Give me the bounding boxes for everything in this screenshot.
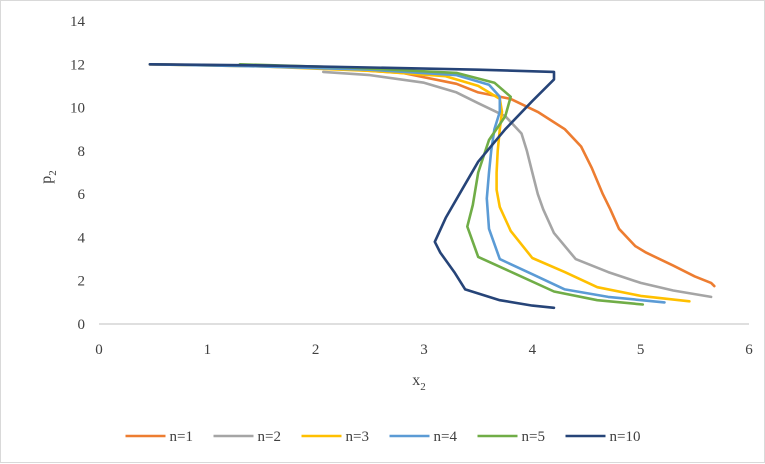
series-line-2 xyxy=(321,70,713,299)
x-tick-label: 5 xyxy=(637,342,645,358)
legend-item: n=1 xyxy=(125,429,193,445)
legend: n=1 n=2 n=3 n=4 n=5 n=10 xyxy=(125,429,641,445)
x-tick-label: 2 xyxy=(312,342,320,358)
series-line-6 xyxy=(148,62,556,310)
x-tick-label: 6 xyxy=(745,342,753,358)
x-tick-label: 4 xyxy=(529,342,537,358)
y-tick-label: 10 xyxy=(70,101,85,117)
legend-label: n=4 xyxy=(434,429,458,445)
legend-item: n=2 xyxy=(213,429,281,445)
y-tick-label: 4 xyxy=(78,230,86,246)
x-tick-label: 0 xyxy=(95,342,103,358)
legend-label: n=3 xyxy=(346,429,369,445)
x-axis-label-subscript: 2 xyxy=(420,381,426,393)
x-tick-label: 1 xyxy=(204,342,212,358)
y-tick-label: 14 xyxy=(70,14,86,30)
x-tick-labels: 0 1 2 3 4 5 6 xyxy=(95,342,753,358)
x-tick-label: 3 xyxy=(420,342,428,358)
legend-label: n=2 xyxy=(258,429,281,445)
y-tick-label: 2 xyxy=(78,274,86,290)
series-lines xyxy=(148,62,716,310)
legend-item: n=10 xyxy=(565,429,641,445)
y-tick-label: 8 xyxy=(78,144,86,160)
series-line-3 xyxy=(148,62,691,303)
legend-label: n=1 xyxy=(170,429,193,445)
series-line-4 xyxy=(148,62,666,304)
y-tick-label: 6 xyxy=(78,187,86,203)
legend-item: n=3 xyxy=(301,429,369,445)
y-tick-label: 12 xyxy=(70,57,85,73)
y-axis-label-subscript: 2 xyxy=(47,170,59,176)
legend-item: n=5 xyxy=(477,429,545,445)
series-line-1 xyxy=(148,62,716,288)
y-axis-label: p2 xyxy=(38,170,59,184)
y-tick-label: 0 xyxy=(78,317,86,333)
legend-item: n=4 xyxy=(389,429,458,445)
legend-label: n=10 xyxy=(610,429,641,445)
series-line-5 xyxy=(238,62,645,306)
legend-label: n=5 xyxy=(522,429,545,445)
x-axis-label: x2 xyxy=(412,372,426,393)
y-tick-labels: 0 2 4 6 8 10 12 14 xyxy=(70,14,86,333)
